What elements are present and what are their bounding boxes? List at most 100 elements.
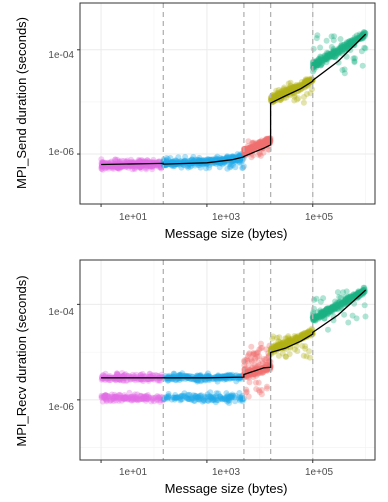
recv-point-series-2	[254, 349, 261, 356]
send-point-series-2	[245, 138, 252, 145]
send-point-series-3	[291, 84, 297, 90]
send-point-series-3	[289, 85, 296, 92]
send-point-series-0	[153, 159, 160, 166]
send-point-series-3	[303, 78, 310, 84]
send-point-series-1	[203, 165, 209, 172]
send-point-series-0	[121, 157, 128, 164]
send-point-series-2	[247, 146, 254, 152]
send-point-series-2	[256, 139, 263, 145]
send-point-series-0	[116, 160, 123, 167]
send-point-series-2	[253, 143, 260, 150]
send-point-series-4	[350, 38, 357, 45]
send-point-series-2	[264, 138, 271, 145]
send-point-series-2	[258, 140, 265, 147]
send-point-series-2	[259, 140, 266, 147]
recv-point-series-4	[311, 296, 317, 303]
send-point-series-3	[285, 86, 292, 93]
send-point-series-2	[249, 144, 256, 151]
send-point-series-0	[140, 158, 147, 164]
send-point-series-2	[264, 138, 271, 145]
send-point-series-3	[274, 91, 281, 98]
send-point-series-4	[337, 44, 344, 51]
send-point-series-3	[288, 86, 295, 93]
send-point-series-3	[302, 78, 308, 85]
send-point-series-1	[234, 151, 241, 158]
send-point-series-2	[251, 142, 258, 149]
send-point-series-3	[271, 93, 278, 100]
send-point-series-2	[260, 140, 267, 147]
send-point-series-1	[182, 153, 189, 160]
recv-point-series-1	[205, 370, 211, 377]
send-point-series-4	[348, 37, 355, 44]
send-x-tick-label-2: 1e+05	[305, 212, 334, 223]
send-point-series-4	[328, 44, 335, 50]
send-point-series-0	[116, 162, 122, 168]
send-point-series-0	[158, 164, 164, 171]
send-point-series-1	[178, 164, 185, 171]
send-point-series-1	[197, 157, 204, 164]
send-point-series-1	[185, 164, 192, 171]
send-point-series-2	[258, 140, 265, 147]
send-point-series-0	[149, 164, 156, 171]
send-point-series-3	[286, 84, 293, 91]
send-point-series-0	[99, 159, 106, 166]
send-point-series-0	[157, 164, 164, 170]
send-point-series-2	[264, 137, 270, 144]
send-point-series-4	[341, 66, 348, 73]
send-point-series-0	[105, 165, 112, 172]
recv-point-series-0	[119, 370, 126, 376]
send-point-series-3	[296, 81, 303, 88]
send-point-series-3	[304, 82, 311, 89]
send-point-series-2	[257, 152, 264, 159]
recv-point-series-4	[345, 319, 352, 326]
send-point-series-0	[114, 162, 121, 169]
send-point-series-1	[186, 158, 193, 165]
send-point-series-2	[246, 145, 253, 151]
send-point-series-2	[263, 140, 270, 147]
send-point-series-0	[139, 158, 146, 165]
send-point-series-4	[332, 50, 338, 56]
send-point-series-1	[187, 163, 194, 170]
send-point-series-2	[244, 148, 251, 155]
send-point-series-0	[157, 163, 164, 170]
send-point-series-1	[224, 153, 231, 160]
send-point-series-2	[241, 148, 248, 155]
send-point-series-0	[98, 164, 105, 170]
send-point-series-4	[351, 59, 358, 66]
send-point-series-2	[265, 137, 272, 144]
send-point-series-1	[223, 154, 230, 161]
recv-point-series-3	[306, 348, 313, 355]
send-point-series-1	[199, 157, 206, 164]
send-point-series-2	[245, 147, 252, 154]
send-point-series-0	[129, 166, 136, 173]
send-point-series-2	[254, 142, 260, 149]
send-point-series-0	[137, 163, 144, 170]
send-point-series-3	[297, 82, 304, 89]
send-point-series-1	[226, 160, 233, 167]
send-point-series-0	[98, 156, 105, 163]
send-point-series-2	[244, 143, 251, 150]
send-point-series-4	[337, 48, 344, 55]
send-point-series-0	[111, 163, 118, 170]
send-point-series-2	[260, 141, 267, 148]
send-point-series-2	[254, 143, 261, 149]
send-point-series-1	[232, 164, 239, 171]
send-point-series-2	[263, 136, 269, 143]
send-point-series-3	[285, 88, 292, 94]
send-point-series-3	[292, 85, 299, 91]
send-point-series-1	[196, 157, 203, 164]
send-point-series-1	[163, 155, 170, 161]
send-point-series-0	[112, 156, 119, 163]
send-point-series-0	[149, 163, 156, 170]
send-point-series-0	[144, 157, 151, 164]
send-point-series-4	[359, 62, 366, 69]
send-point-series-2	[266, 138, 273, 145]
recv-point-series-0	[137, 371, 144, 378]
send-point-series-0	[110, 162, 117, 169]
send-point-series-2	[244, 149, 251, 155]
recv-point-series-1	[209, 397, 215, 404]
send-point-series-3	[289, 84, 296, 91]
send-point-series-2	[241, 150, 248, 157]
send-point-series-0	[153, 162, 160, 169]
send-point-series-1	[232, 158, 239, 165]
